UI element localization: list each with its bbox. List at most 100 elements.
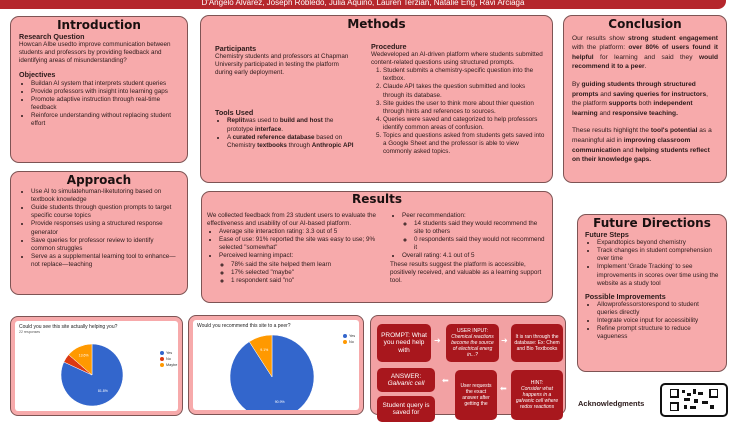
- participants-heading: Participants: [215, 44, 257, 53]
- flow-user-input-box: USER INPUT: Chemical reactions become the…: [446, 324, 499, 362]
- procedure-steps: Student submits a chemistry-specific que…: [371, 67, 547, 156]
- objective-item: Promote adaptive instruction through rea…: [31, 96, 179, 112]
- procedure-heading: Procedure: [371, 42, 407, 51]
- chart-recommend-panel: Would you recommend this site to a peer?…: [188, 315, 364, 415]
- legend-swatch: [343, 340, 347, 344]
- improvement-item: Integrate voice input for accessibility: [597, 317, 719, 325]
- conclusion-panel: Conclusion Our results show strong stude…: [563, 15, 727, 183]
- results-intro: We collected feedback from 23 student us…: [207, 212, 376, 228]
- flow-database-box: It is ran through the database: Ex: Chem…: [511, 324, 563, 362]
- approach-panel: Approach Use AI to simulatehuman-liketut…: [10, 171, 188, 295]
- workflow-diagram: PROMPT: What you need help with ➜ USER I…: [370, 315, 566, 422]
- conclusion-paragraph-2: By guiding students through structured p…: [572, 80, 708, 117]
- legend-label: Yes: [166, 351, 173, 355]
- legend-item: No: [343, 340, 355, 344]
- pie-chart-recommend: 90.9% 9.1%: [229, 334, 315, 410]
- future-directions-panel: Future Directions Future Steps Expandtop…: [577, 214, 727, 372]
- conclusion-paragraph-1: Our results show strong student engageme…: [572, 34, 718, 71]
- pie-slice-no: [248, 334, 273, 378]
- pie-data-label: 81.8%: [98, 389, 108, 393]
- procedure-step: Queries were saved and categorized to he…: [383, 116, 547, 132]
- procedure-step: Student submits a chemistry-specific que…: [383, 67, 547, 83]
- chart-title: Could you see this site actually helping…: [19, 324, 118, 330]
- chart-legend: Yes No Maybe: [160, 351, 177, 369]
- approach-item: Save queries for professor review to ide…: [31, 237, 179, 253]
- chart-legend: Yes No: [343, 334, 355, 346]
- legend-item: Yes: [343, 334, 355, 338]
- pie-data-label: 13.6%: [79, 354, 89, 358]
- conclusion-title: Conclusion: [608, 17, 682, 31]
- legend-item: No: [160, 357, 177, 361]
- procedure-step: Topics and questions asked from students…: [383, 132, 547, 156]
- chart-subtitle: 22 responses: [19, 330, 41, 334]
- chart-helpful-panel: Could you see this site actually helping…: [10, 316, 183, 416]
- participants-text: Chemistry students and professors at Cha…: [215, 53, 349, 77]
- improvement-item: Refine prompt structure to reduce vaguen…: [597, 325, 719, 341]
- introduction-panel: Introduction Research Question Howcan AI…: [10, 16, 188, 163]
- tools-heading: Tools Used: [215, 108, 254, 118]
- arrow-left-icon: ⬅: [442, 376, 449, 385]
- approach-item: Guide students through question prompts …: [31, 204, 179, 220]
- legend-label: No: [349, 340, 354, 344]
- result-item: Peer recommendation: 14 students said th…: [402, 212, 548, 252]
- pie-slice-maybe: [68, 343, 93, 376]
- research-question-text: Howcan AIbe usedto improve communication…: [19, 41, 171, 65]
- objectives-heading: Objectives: [19, 70, 56, 80]
- results-title: Results: [351, 192, 403, 206]
- methods-title: Methods: [347, 17, 406, 31]
- legend-swatch: [343, 334, 347, 338]
- arrow-right-icon: ➜: [501, 336, 508, 345]
- pie-slice-yes: [60, 343, 124, 407]
- legend-swatch: [160, 363, 164, 367]
- acknowledgments-heading: Acknowledgments: [578, 399, 645, 408]
- approach-item: Use AI to simulatehuman-liketutoring bas…: [31, 188, 179, 204]
- objective-item: Reinforce understanding without replacin…: [31, 112, 179, 128]
- results-closing: These results suggest the platform is ac…: [390, 260, 542, 284]
- research-question-heading: Research Question: [19, 32, 85, 42]
- future-steps-heading: Future Steps: [585, 230, 629, 240]
- conclusion-paragraph-3: These results highlight the tool's poten…: [572, 127, 712, 164]
- result-item: Ease of use: 91% reported the site was e…: [219, 236, 385, 252]
- legend-swatch: [160, 351, 164, 355]
- improvements-list: Allowprofessorstorespond to student quer…: [585, 301, 719, 341]
- pie-slice-yes: [229, 334, 315, 410]
- pie-data-label: 9.1%: [260, 348, 268, 352]
- introduction-title: Introduction: [57, 18, 141, 32]
- legend-item: Yes: [160, 351, 177, 355]
- results-list-right: Peer recommendation: 14 students said th…: [390, 212, 548, 261]
- procedure-text: Wedeveloped an AI-driven platform where …: [371, 51, 543, 67]
- legend-label: Maybe: [166, 363, 178, 367]
- chart-title: Would you recommend this site to a peer?: [197, 323, 291, 329]
- results-list-left: Average site interaction rating: 3.3 out…: [207, 228, 385, 285]
- legend-label: No: [166, 357, 171, 361]
- future-step: Implement 'Grade Tracking' to see improv…: [597, 263, 719, 287]
- legend-item: Maybe: [160, 363, 177, 367]
- legend-label: Yes: [349, 334, 356, 338]
- procedure-step: Claude API takes the question submitted …: [383, 83, 547, 99]
- flow-prompt-box: PROMPT: What you need help with: [377, 324, 431, 362]
- legend-swatch: [160, 357, 164, 361]
- improvement-item: Allowprofessorstorespond to student quer…: [597, 301, 719, 317]
- tool-item: A curated reference database based on Ch…: [227, 134, 355, 150]
- approach-item: Provide responses using a structured res…: [31, 220, 179, 236]
- tools-list: Replitwas used to build and host the pro…: [215, 117, 355, 149]
- qr-code-icon: [669, 388, 719, 412]
- pie-chart-helpful: 81.8% 13.6%: [60, 343, 124, 407]
- approach-list: Use AI to simulatehuman-liketutoring bas…: [19, 188, 179, 269]
- arrow-left-icon: ⬅: [500, 384, 507, 393]
- flow-hint-box: HINT: Consider what happens in a galvanic…: [511, 370, 563, 420]
- result-item: Average site interaction rating: 3.3 out…: [219, 228, 385, 236]
- approach-item: Serve as a supplemental learning tool to…: [31, 253, 179, 269]
- improvements-heading: Possible Improvements: [585, 291, 666, 301]
- flow-answer-box: ANSWER: Galvanic cell: [377, 368, 435, 392]
- future-step: Track changes in student comprehension o…: [597, 247, 719, 263]
- flow-saved-box: Student query is saved for: [377, 396, 435, 422]
- result-item: Overall rating: 4.1 out of 5: [402, 252, 548, 260]
- approach-title: Approach: [66, 173, 132, 187]
- qr-code[interactable]: [660, 383, 728, 417]
- flow-request-box: User requests the exact answer after get…: [455, 370, 497, 420]
- poster-header-authors: D'Angelo Alvarez, Joseph Robledo, Julia …: [0, 0, 726, 9]
- results-panel: Results We collected feedback from 23 st…: [201, 191, 553, 303]
- arrow-right-icon: ➜: [434, 336, 441, 345]
- future-title: Future Directions: [593, 216, 711, 230]
